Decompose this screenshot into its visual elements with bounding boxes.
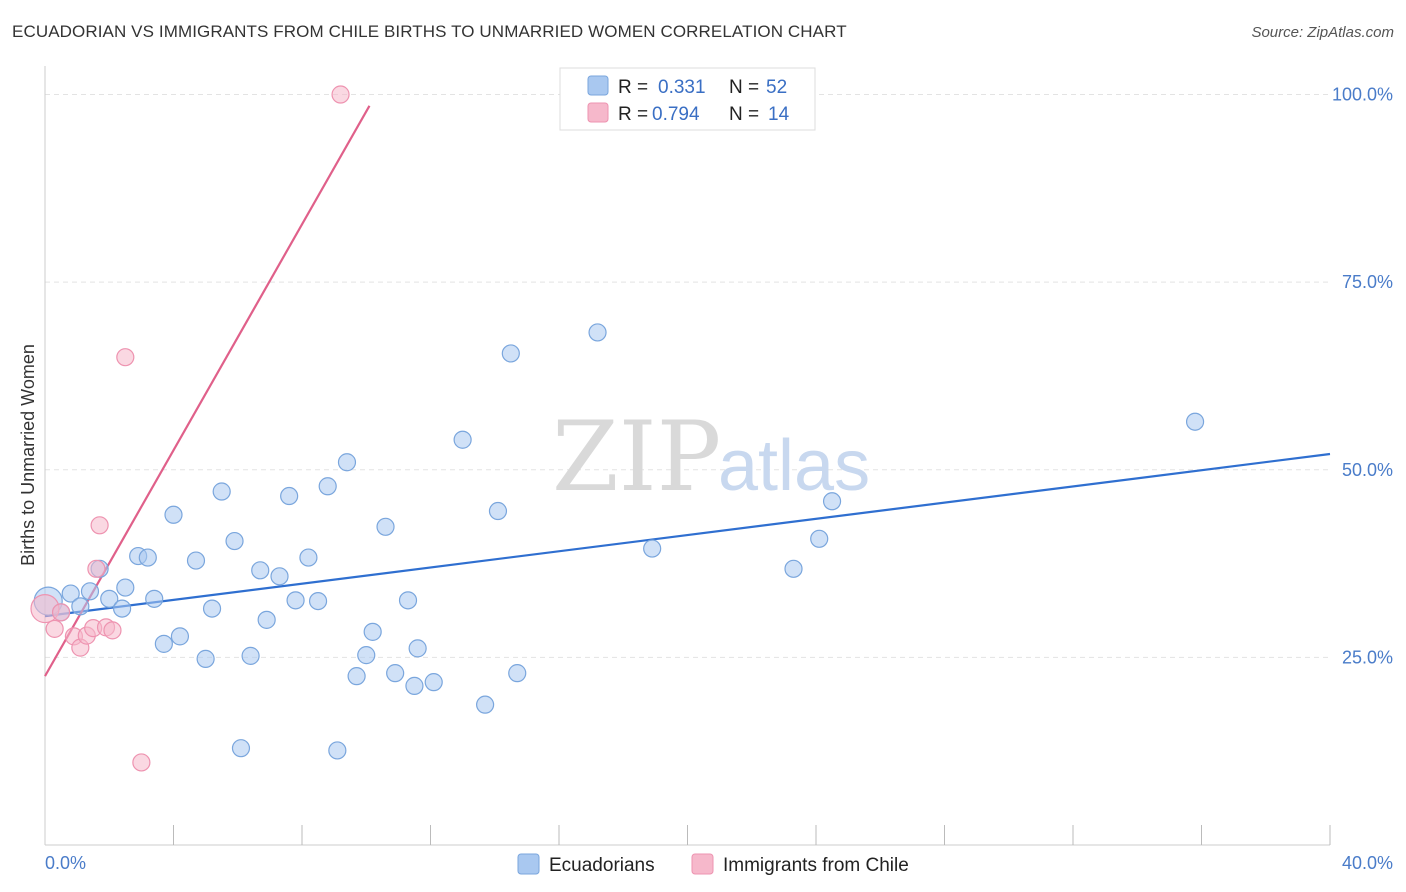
point-ecuadorians-8 <box>116 578 135 597</box>
point-chile-11 <box>116 348 135 367</box>
point-ecuadorians-47 <box>643 539 662 558</box>
correlation-legend: R = 0.331 N = 52 R = 0.794 N = 14 <box>559 67 816 131</box>
point-ecuadorians-48 <box>784 559 803 578</box>
point-ecuadorians-14 <box>170 627 190 646</box>
point-chile-2 <box>51 603 71 622</box>
point-ecuadorians-11 <box>145 589 164 608</box>
source-label: Source: ZipAtlas.com <box>1251 24 1394 41</box>
point-ecuadorians-31 <box>337 453 357 472</box>
point-ecuadorians-51 <box>1185 412 1205 431</box>
x-tick-label-1: 40.0% <box>1342 853 1393 873</box>
point-ecuadorians-12 <box>154 634 173 653</box>
axes <box>44 66 1331 846</box>
point-ecuadorians-40 <box>424 673 443 692</box>
point-ecuadorians-13 <box>164 505 183 524</box>
point-ecuadorians-3 <box>71 597 90 616</box>
legend-r-label-2: R = <box>618 104 648 125</box>
point-ecuadorians-21 <box>241 646 260 665</box>
point-ecuadorians-20 <box>231 739 251 758</box>
point-ecuadorians-18 <box>212 482 231 501</box>
point-ecuadorians-22 <box>251 561 270 580</box>
legend-n-label-2: N = <box>729 104 759 125</box>
point-ecuadorians-46 <box>588 323 607 342</box>
series-legend-label-chile: Immigrants from Chile <box>723 855 909 876</box>
watermark: ZIP atlas <box>552 401 870 513</box>
legend-swatch-pink <box>587 102 609 123</box>
point-ecuadorians-16 <box>196 649 215 668</box>
y-tick-label-2: 75.0% <box>1342 272 1393 292</box>
series-legend-swatch-chile <box>691 853 714 875</box>
x-tick-label-0: 0.0% <box>45 853 86 873</box>
point-ecuadorians-10 <box>138 548 157 567</box>
point-ecuadorians-32 <box>347 667 366 686</box>
legend-n-label-1: N = <box>729 77 759 98</box>
point-ecuadorians-29 <box>318 477 337 496</box>
point-ecuadorians-36 <box>386 664 405 683</box>
legend-n-value-1: 52 <box>766 77 787 98</box>
point-chile-12 <box>132 753 151 772</box>
point-ecuadorians-49 <box>810 529 829 548</box>
point-chile-8 <box>90 516 109 535</box>
point-ecuadorians-24 <box>270 567 289 586</box>
y-tick-label-3: 100.0% <box>1332 85 1393 105</box>
point-ecuadorians-17 <box>202 599 222 618</box>
point-ecuadorians-25 <box>280 486 299 506</box>
trend-line-chile <box>44 105 371 677</box>
point-ecuadorians-44 <box>501 344 520 363</box>
point-chile-13 <box>331 85 350 104</box>
point-ecuadorians-7 <box>112 599 132 618</box>
data-points <box>30 85 1205 772</box>
watermark-atlas: atlas <box>718 426 870 506</box>
point-ecuadorians-39 <box>408 639 427 658</box>
point-ecuadorians-37 <box>398 591 418 610</box>
series-legend: Ecuadorians Immigrants from Chile <box>517 853 909 876</box>
y-axis-title: Births to Unmarried Women <box>18 344 38 566</box>
point-ecuadorians-27 <box>299 548 318 567</box>
point-ecuadorians-28 <box>308 591 328 611</box>
point-ecuadorians-15 <box>186 551 206 570</box>
gridlines <box>45 94 1330 658</box>
point-ecuadorians-34 <box>363 622 382 641</box>
point-ecuadorians-4 <box>80 582 100 601</box>
point-ecuadorians-41 <box>453 430 472 449</box>
trend-line-ecuadorians <box>44 452 1331 618</box>
point-ecuadorians-50 <box>822 492 842 511</box>
point-ecuadorians-26 <box>286 591 305 610</box>
point-ecuadorians-19 <box>225 531 244 551</box>
point-ecuadorians-35 <box>376 517 395 536</box>
x-tick-labels: 0.0% 40.0% <box>45 853 1393 873</box>
point-ecuadorians-43 <box>488 501 508 521</box>
watermark-zip: ZIP <box>552 401 721 513</box>
point-ecuadorians-30 <box>328 741 347 760</box>
point-ecuadorians-38 <box>405 676 424 695</box>
chart-title: ECUADORIAN VS IMMIGRANTS FROM CHILE BIRT… <box>12 22 847 41</box>
point-ecuadorians-23 <box>257 610 276 629</box>
point-chile-10 <box>103 621 122 640</box>
point-chile-7 <box>87 559 106 578</box>
series-legend-swatch-ecuadorians <box>517 853 540 875</box>
legend-r-value-2: 0.794 <box>652 104 700 125</box>
point-ecuadorians-42 <box>476 695 495 714</box>
point-ecuadorians-2 <box>61 584 80 603</box>
y-tick-label-0: 25.0% <box>1342 647 1393 667</box>
trend-lines <box>44 105 1331 677</box>
point-ecuadorians-6 <box>100 589 119 608</box>
point-ecuadorians-45 <box>508 664 527 683</box>
y-tick-label-1: 50.0% <box>1342 460 1393 480</box>
series-legend-label-ecuadorians: Ecuadorians <box>549 855 655 876</box>
legend-r-label-1: R = <box>618 77 648 98</box>
point-chile-1 <box>45 619 64 638</box>
legend-n-value-2: 14 <box>768 104 790 125</box>
point-ecuadorians-33 <box>357 646 376 665</box>
y-tick-labels: 25.0% 50.0% 75.0% 100.0% <box>1332 85 1393 668</box>
legend-r-value-1: 0.331 <box>658 77 706 98</box>
legend-swatch-blue <box>587 75 609 96</box>
